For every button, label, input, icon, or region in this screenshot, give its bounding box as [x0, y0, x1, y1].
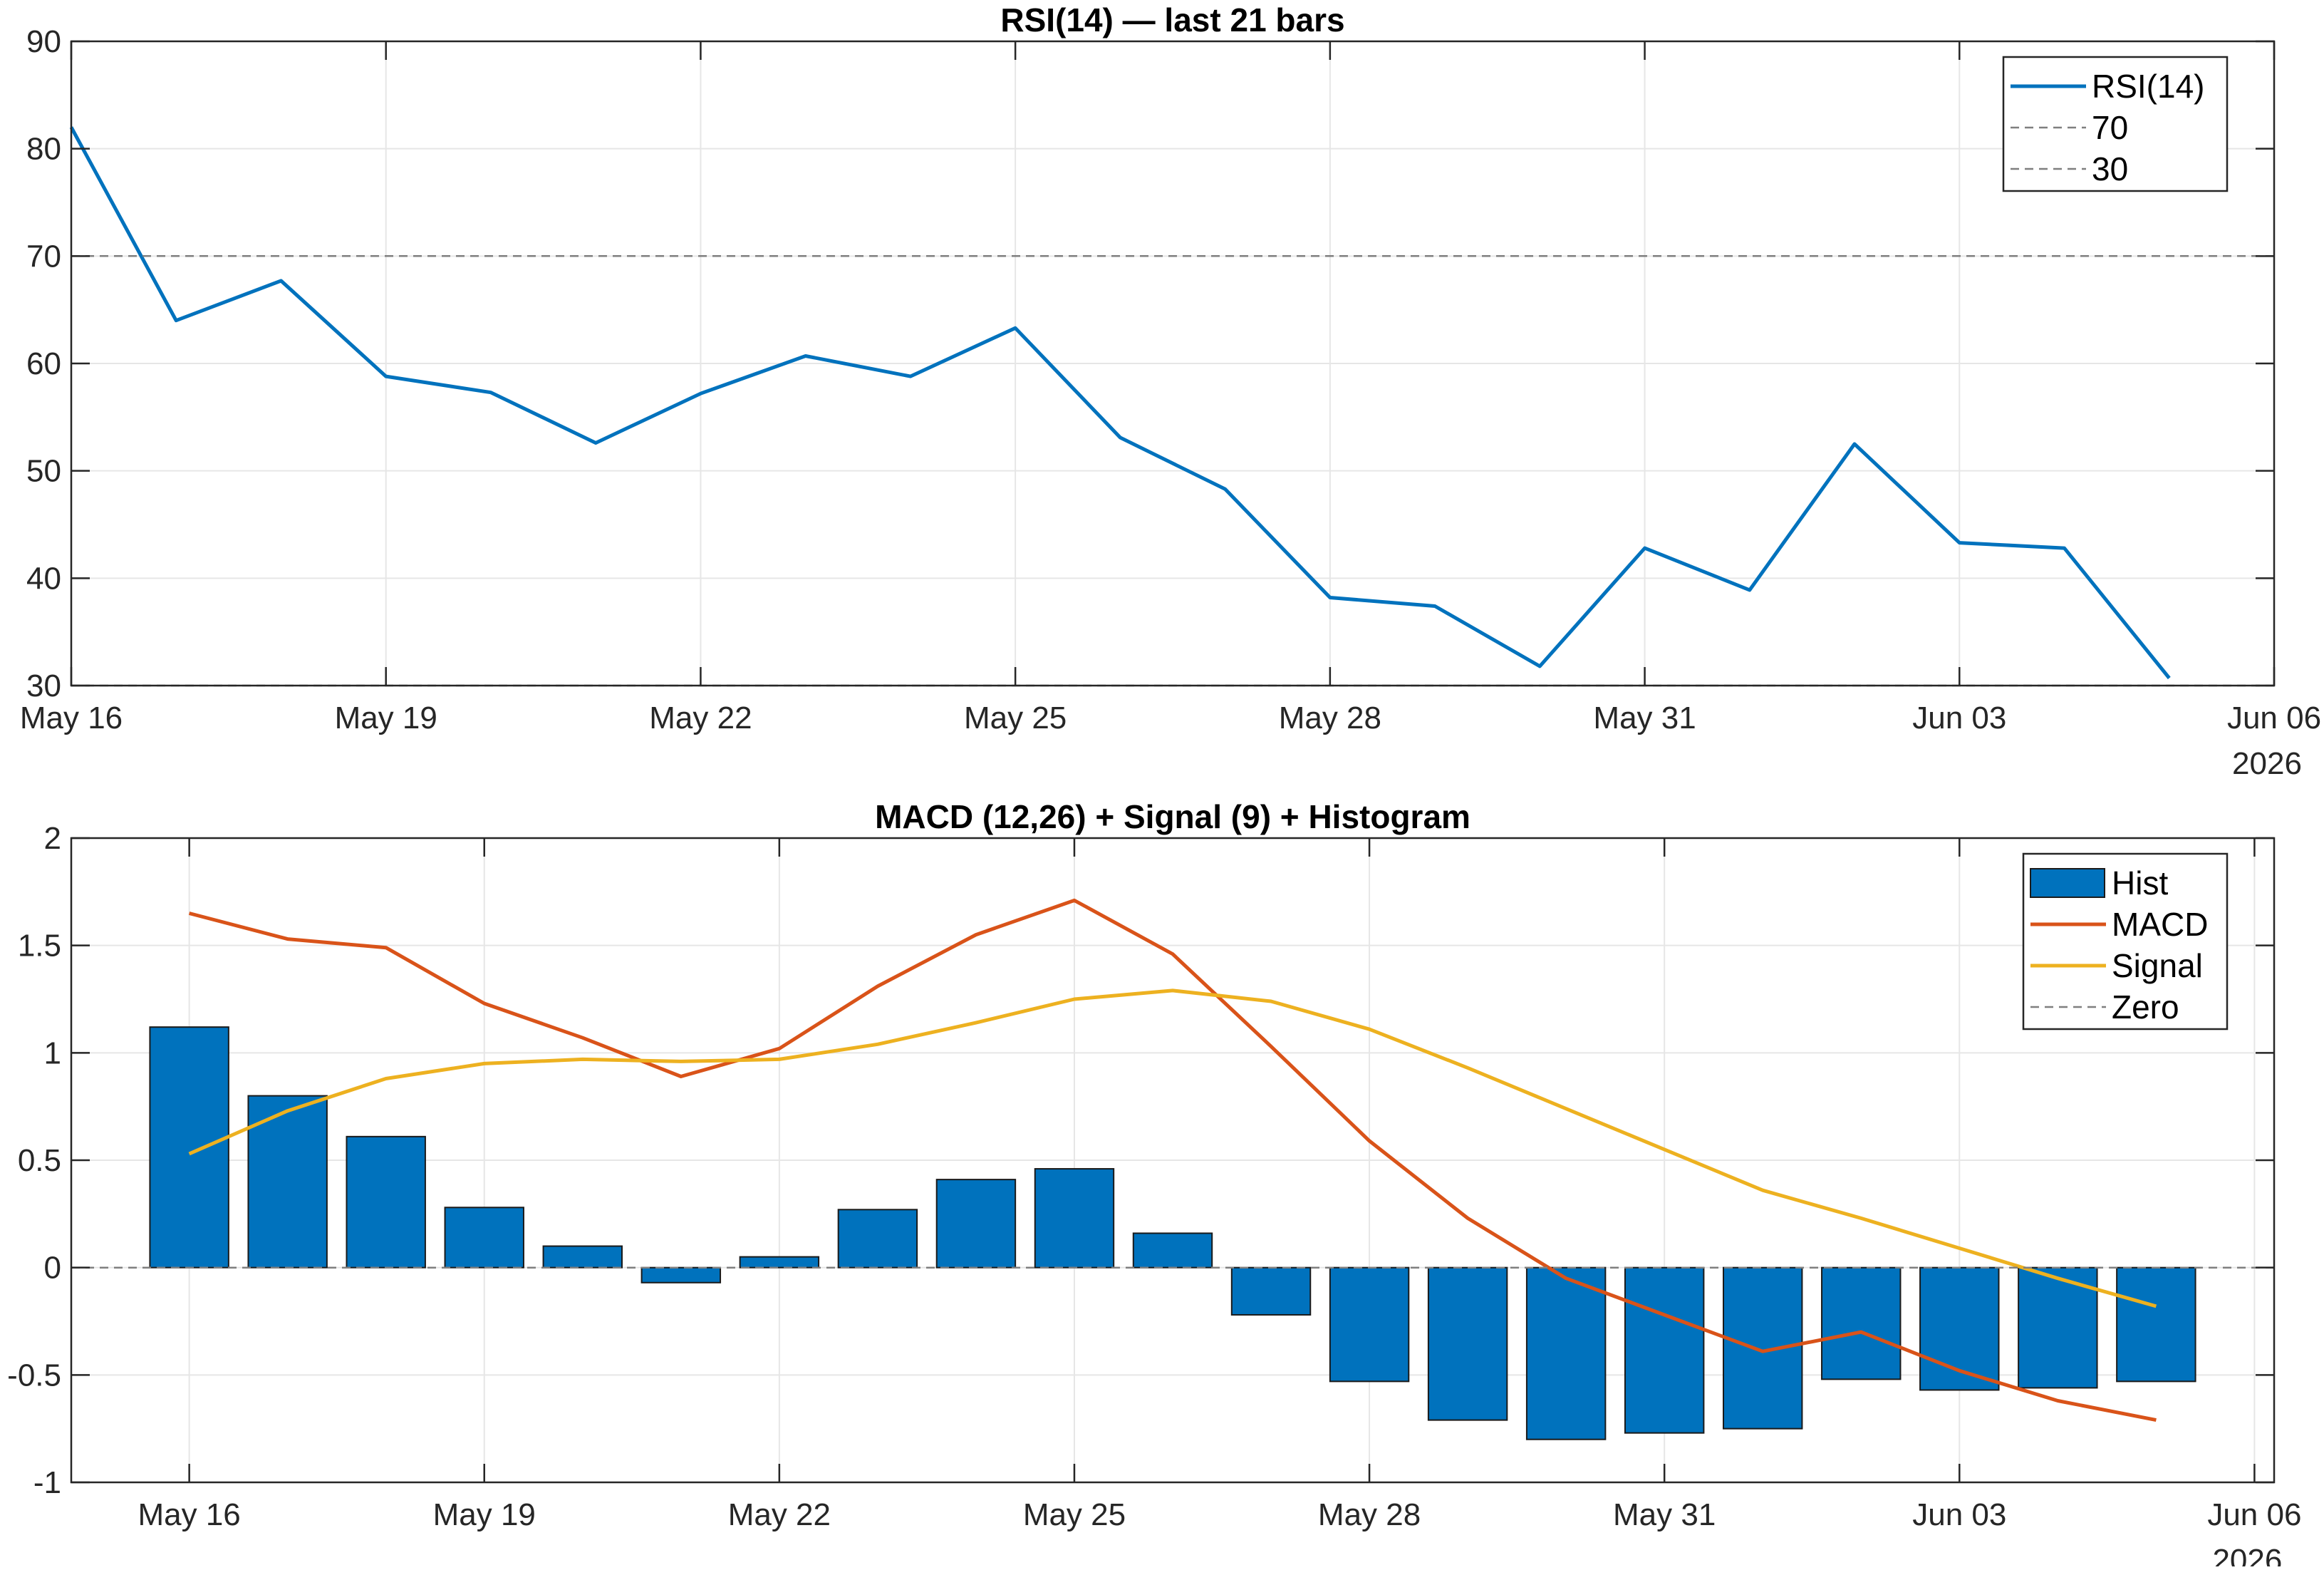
x-year-label: 2026 [2212, 1543, 2282, 1566]
x-tick-label: May 16 [20, 701, 123, 735]
panel-title: RSI(14) — last 21 bars [1000, 1, 1344, 38]
y-tick-label: 60 [26, 346, 61, 381]
legend: RSI(14) 70 30 [2002, 56, 2229, 192]
panel-rsi: 30 40 50 60 70 80 90 May 16 May 19 May 22 May 25 Ma… [20, 1, 2321, 781]
legend: Hist MACD Signal Zero [2022, 852, 2229, 1031]
legend-label: Signal [2112, 947, 2203, 984]
x-tick-label: May 22 [728, 1497, 831, 1532]
hist-bar [1132, 1232, 1213, 1269]
hist-bar [1821, 1266, 1902, 1380]
x-tick-label: May 22 [649, 701, 752, 735]
hist-bar [542, 1245, 623, 1269]
legend-label: 30 [2092, 150, 2128, 187]
x-tick-label: May 19 [335, 701, 437, 735]
y-tick-label: 80 [26, 132, 61, 167]
hist-bar [1034, 1168, 1115, 1269]
y-tick-label: 2 [44, 821, 61, 856]
series-line-macd [188, 898, 2157, 1422]
hist-bar [346, 1135, 426, 1269]
x-tick-label: May 19 [433, 1497, 536, 1532]
y-tick-label: 1.5 [18, 929, 61, 964]
legend-swatch [2030, 868, 2105, 898]
x-tick-label: May 28 [1279, 701, 1381, 735]
legend-label: MACD [2112, 906, 2208, 943]
hist-bar [1230, 1266, 1312, 1316]
panel-macd: -1 -0.5 0 0.5 1 1.5 2 May 16 May 19 May 22 May 25 M… [7, 798, 2301, 1570]
hist-bar [149, 1026, 229, 1269]
series-line-rsi-14- [69, 126, 2171, 680]
x-tick-label: May 28 [1318, 1497, 1421, 1532]
x-tick-label: May 25 [1023, 1497, 1126, 1532]
x-tick-label: May 31 [1613, 1497, 1716, 1532]
x-tick-label: May 31 [1593, 701, 1696, 735]
x-tick-label: May 16 [138, 1497, 240, 1532]
hist-bar [1723, 1266, 1803, 1430]
panel-title: MACD (12,26) + Signal (9) + Histogram [875, 798, 1470, 835]
hist-bar [2116, 1266, 2196, 1383]
y-tick-label: 0 [44, 1251, 61, 1286]
y-tick-label: 30 [26, 668, 61, 703]
x-tick-label: Jun 03 [1912, 701, 2006, 735]
y-tick-label: 90 [26, 24, 61, 59]
y-tick-label: 0.5 [18, 1143, 61, 1178]
y-tick-label: 50 [26, 454, 61, 489]
legend-label: RSI(14) [2092, 68, 2204, 105]
x-tick-label: Jun 03 [1912, 1497, 2006, 1532]
legend-label: 70 [2092, 109, 2128, 146]
legend-label: Hist [2112, 864, 2168, 902]
x-tick-label: Jun 06 [2227, 701, 2321, 735]
series-hist [149, 1026, 2196, 1440]
hist-bar [837, 1209, 918, 1269]
hist-bar [640, 1266, 722, 1284]
legend-label: Zero [2112, 988, 2179, 1026]
y-tick-label: 1 [44, 1036, 61, 1070]
y-tick-label: -1 [33, 1465, 61, 1500]
x-tick-label: Jun 06 [2207, 1497, 2301, 1532]
y-tick-label: 40 [26, 561, 61, 596]
hist-bar [1329, 1266, 1410, 1383]
x-year-label: 2026 [2232, 746, 2302, 781]
x-tick-label: May 25 [964, 701, 1067, 735]
hist-bar [1525, 1266, 1607, 1440]
y-tick-label: -0.5 [7, 1358, 61, 1393]
hist-bar [739, 1256, 820, 1269]
series-line-signal [188, 988, 2157, 1308]
hist-bar [935, 1179, 1017, 1269]
hist-bar [1427, 1266, 1508, 1421]
hist-bar [444, 1207, 524, 1269]
y-tick-label: 70 [26, 239, 61, 274]
hist-bar [1624, 1266, 1705, 1434]
